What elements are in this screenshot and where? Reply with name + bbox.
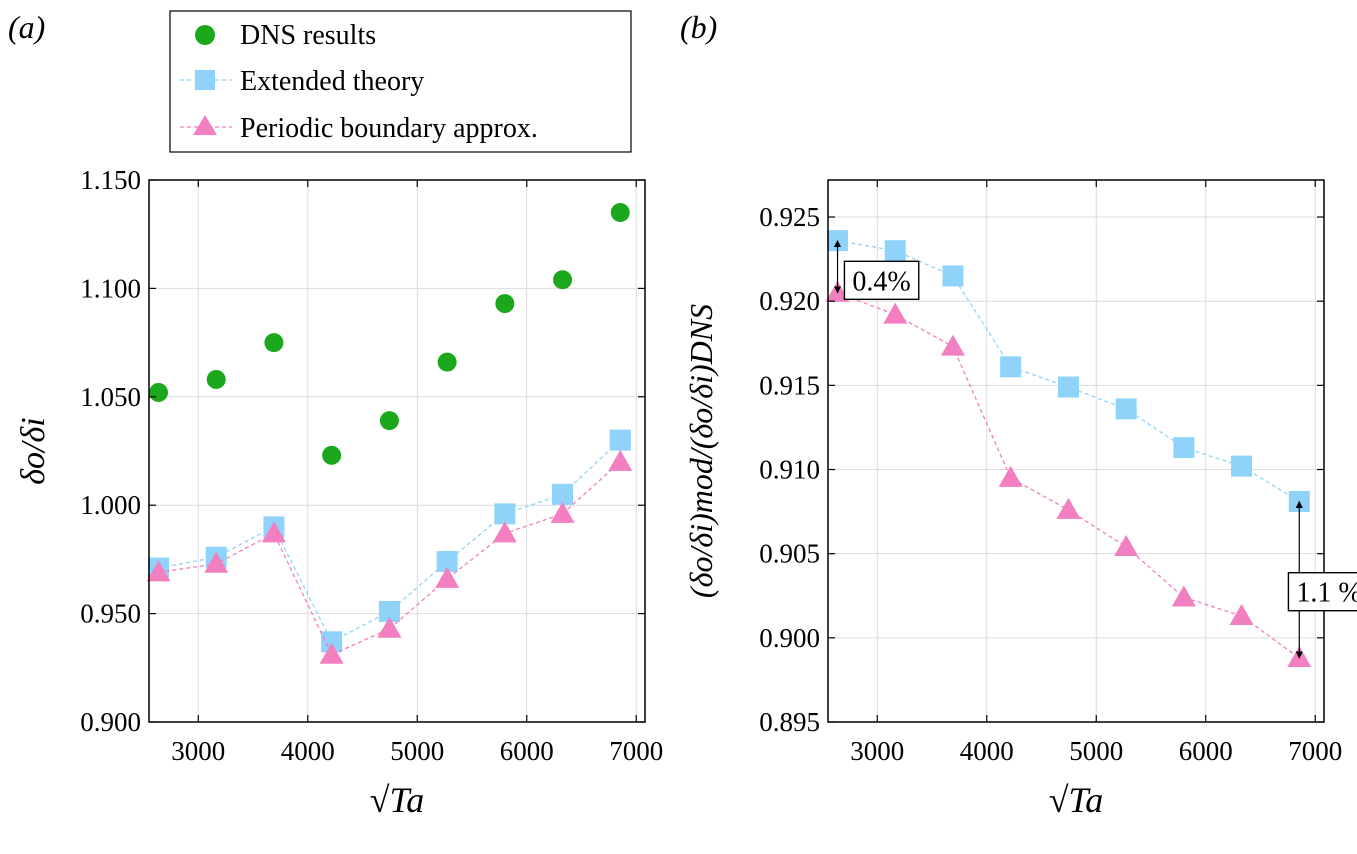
tick-label-y: 0.900 <box>759 623 820 653</box>
panel-b-frame <box>827 179 1325 723</box>
data-point-square <box>436 551 458 573</box>
data-point-circle <box>553 270 573 290</box>
data-point-square <box>1115 398 1137 420</box>
data-point-triangle <box>1056 497 1081 519</box>
tick-label-y: 1.050 <box>80 382 141 412</box>
data-point-circle <box>322 445 342 465</box>
data-point-square <box>321 631 343 653</box>
legend: DNS results Extended theory Periodic bou… <box>169 10 632 153</box>
data-point-triangle <box>204 551 229 573</box>
data-point-triangle <box>1114 534 1139 556</box>
tick-label-y: 0.950 <box>80 599 141 629</box>
tick-label-y: 0.910 <box>759 455 820 485</box>
series-line-triangle <box>158 461 621 656</box>
data-point-triangle <box>940 334 965 356</box>
data-point-square <box>942 265 964 287</box>
tick-label-y: 0.900 <box>80 707 141 737</box>
tick-label-x: 6000 <box>1179 736 1233 766</box>
tick-label-y: 0.920 <box>759 286 820 316</box>
legend-entry-dns: DNS results <box>195 20 376 51</box>
data-point-triangle <box>998 465 1023 487</box>
annotation-box <box>1287 572 1357 612</box>
data-point-triangle <box>377 616 402 638</box>
panel-a-label: (a) <box>8 9 45 45</box>
data-point-square <box>552 483 574 505</box>
tick-label-x: 3000 <box>850 736 904 766</box>
panel-a-grid <box>149 179 645 723</box>
panel-a-ticks: 3000 4000 5000 6000 7000 0.900 0.950 1.000 1.050… <box>80 165 663 766</box>
tick-label-y: 1.000 <box>80 490 141 520</box>
panel-b-annotations: 0.4% 1.1 % <box>833 239 1357 659</box>
data-point-circle <box>264 333 284 353</box>
annotation-label: 0.4% <box>852 266 910 297</box>
tick-label-y: 0.905 <box>759 539 820 569</box>
data-point-triangle <box>883 302 908 324</box>
legend-box <box>169 10 632 153</box>
data-point-square <box>1231 455 1253 477</box>
data-point-triangle <box>608 449 633 471</box>
data-point-circle <box>206 369 226 389</box>
data-point-triangle <box>492 521 517 543</box>
data-point-square <box>609 429 631 451</box>
legend-marker-extended <box>195 70 215 90</box>
data-point-square <box>494 503 516 525</box>
panel-b-series <box>825 230 1312 668</box>
data-point-triangle <box>146 560 171 582</box>
data-point-circle <box>610 203 630 223</box>
data-point-circle <box>495 294 515 314</box>
data-point-square <box>1000 356 1022 378</box>
data-point-square <box>1173 437 1195 459</box>
data-point-triangle <box>261 521 286 543</box>
annotation-label: 1.1 % <box>1296 578 1357 609</box>
tick-label-y: 1.150 <box>80 165 141 195</box>
panel-b-ylabel: (δo/δi)mod/(δo/δi)DNS <box>683 304 719 598</box>
tick-label-x: 5000 <box>390 736 444 766</box>
data-point-triangle <box>319 642 344 664</box>
data-point-triangle <box>435 566 460 588</box>
panel-b-xlabel: √Ta <box>1049 780 1103 820</box>
data-point-circle <box>379 411 399 431</box>
legend-marker-dns <box>195 25 215 45</box>
legend-label-periodic: Periodic boundary approx. <box>240 113 538 144</box>
data-point-circle <box>437 352 457 372</box>
panel-b-ticks: 3000 4000 5000 6000 7000 0.895 0.900 0.905 0.910… <box>759 180 1342 766</box>
series-line-triangle <box>837 292 1300 659</box>
tick-label-y: 0.895 <box>759 707 820 737</box>
tick-label-x: 7000 <box>609 736 663 766</box>
tick-label-y: 0.925 <box>759 202 820 232</box>
panel-a-frame <box>148 179 646 723</box>
legend-label-dns: DNS results <box>240 20 376 51</box>
data-point-triangle <box>550 501 575 523</box>
data-point-square <box>1057 376 1079 398</box>
tick-label-y: 0.915 <box>759 370 820 400</box>
legend-entry-periodic: Periodic boundary approx. <box>180 113 538 144</box>
tick-label-x: 4000 <box>281 736 335 766</box>
tick-label-y: 1.100 <box>80 273 141 303</box>
panel-a: (a) 3000 4000 5000 6000 7000 0.900 0.950 1.000 1… <box>8 9 663 820</box>
panel-b: (b) 3000 4000 5000 6000 7000 0.895 0.900 0.905 0… <box>680 9 1357 820</box>
legend-label-extended: Extended theory <box>240 66 424 97</box>
data-point-triangle <box>1229 603 1254 625</box>
tick-label-x: 7000 <box>1288 736 1342 766</box>
panel-a-xlabel: √Ta <box>370 780 424 820</box>
data-point-square <box>884 240 906 262</box>
tick-label-x: 5000 <box>1069 736 1123 766</box>
data-point-square <box>378 600 400 622</box>
data-point-circle <box>149 382 169 402</box>
panel-a-series <box>146 203 633 664</box>
tick-label-x: 6000 <box>500 736 554 766</box>
tick-label-x: 3000 <box>171 736 225 766</box>
panel-a-ylabel: δo/δi <box>15 417 52 485</box>
legend-marker-periodic <box>193 115 217 135</box>
panel-b-label: (b) <box>680 9 717 45</box>
annotation-box <box>843 260 920 301</box>
legend-entry-extended: Extended theory <box>180 66 424 97</box>
tick-label-x: 4000 <box>960 736 1014 766</box>
data-point-triangle <box>1171 585 1196 607</box>
